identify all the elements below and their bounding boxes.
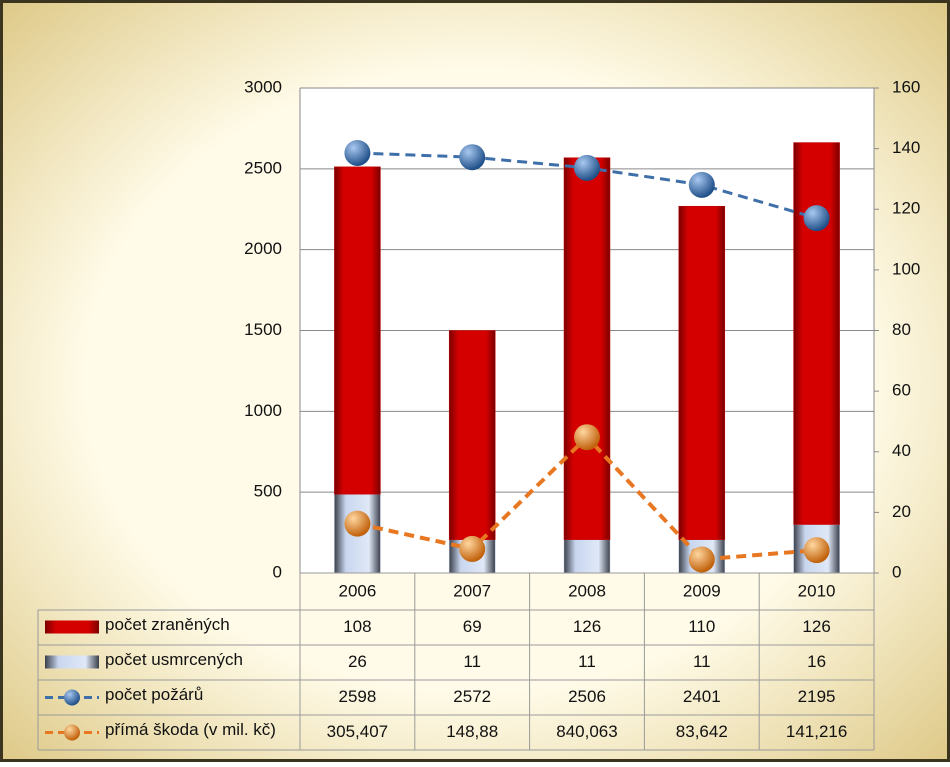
table-cell: 305,407 [327, 722, 388, 741]
table-cell: 2506 [568, 687, 606, 706]
y-tick-label: 2000 [244, 239, 282, 258]
x-tick-label: 2007 [453, 581, 491, 600]
x-tick-label: 2006 [338, 581, 376, 600]
table-cell: 110 [688, 617, 715, 636]
y2-tick-label: 160 [892, 77, 920, 96]
y2-tick-label: 100 [892, 259, 920, 278]
marker [344, 139, 371, 166]
table-cell: 26 [348, 652, 367, 671]
y2-tick-label: 20 [892, 502, 911, 521]
legend-key [45, 620, 99, 634]
marker [344, 510, 371, 537]
table-cell: 2195 [798, 687, 836, 706]
table-cell: 840,063 [556, 722, 617, 741]
y2-tick-label: 120 [892, 199, 920, 218]
marker [803, 537, 830, 564]
legend-label: počet usmrcených [105, 650, 243, 669]
bar [563, 539, 611, 574]
marker [688, 546, 715, 573]
table-cell: 126 [802, 617, 830, 636]
table-cell: 11 [693, 652, 711, 671]
table-cell: 141,216 [786, 722, 847, 741]
table-cell: 11 [578, 652, 596, 671]
y-tick-label: 0 [273, 562, 282, 581]
table-cell: 69 [463, 617, 482, 636]
y2-tick-label: 140 [892, 138, 920, 157]
y-tick-label: 1000 [244, 401, 282, 420]
legend-key [45, 655, 99, 669]
marker [459, 144, 486, 171]
y2-tick-label: 60 [892, 381, 911, 400]
y-tick-label: 1500 [244, 320, 282, 339]
bar [334, 166, 381, 495]
y-tick-label: 2500 [244, 158, 282, 177]
marker [459, 535, 486, 562]
legend-key [64, 724, 80, 741]
y2-tick-label: 80 [892, 320, 911, 339]
marker [574, 424, 600, 451]
table-cell: 148,88 [446, 722, 498, 741]
legend-label: počet zraněných [105, 615, 230, 634]
table-cell: 2598 [338, 687, 376, 706]
marker [803, 205, 830, 232]
x-tick-label: 2008 [568, 581, 606, 600]
bar [563, 157, 611, 540]
x-tick-label: 2010 [798, 581, 836, 600]
y-tick-label: 500 [254, 482, 282, 501]
y-tick-label: 3000 [244, 77, 282, 96]
table-cell: 11 [463, 652, 481, 671]
table-cell: 16 [807, 652, 826, 671]
table-cell: 2572 [453, 687, 491, 706]
table-cell: 108 [343, 617, 371, 636]
bar [448, 330, 496, 540]
marker [688, 171, 715, 198]
marker [574, 154, 600, 181]
y2-tick-label: 0 [892, 562, 901, 581]
legend-label: počet požárů [105, 685, 203, 704]
legend-key [64, 689, 80, 706]
table-cell: 83,642 [676, 722, 728, 741]
table-cell: 2401 [683, 687, 721, 706]
table-cell: 126 [573, 617, 601, 636]
legend-label: přímá škoda (v mil. kč) [105, 720, 276, 739]
x-tick-label: 2009 [683, 581, 721, 600]
y2-tick-label: 40 [892, 441, 911, 460]
bar [678, 205, 726, 540]
bar [793, 142, 840, 525]
